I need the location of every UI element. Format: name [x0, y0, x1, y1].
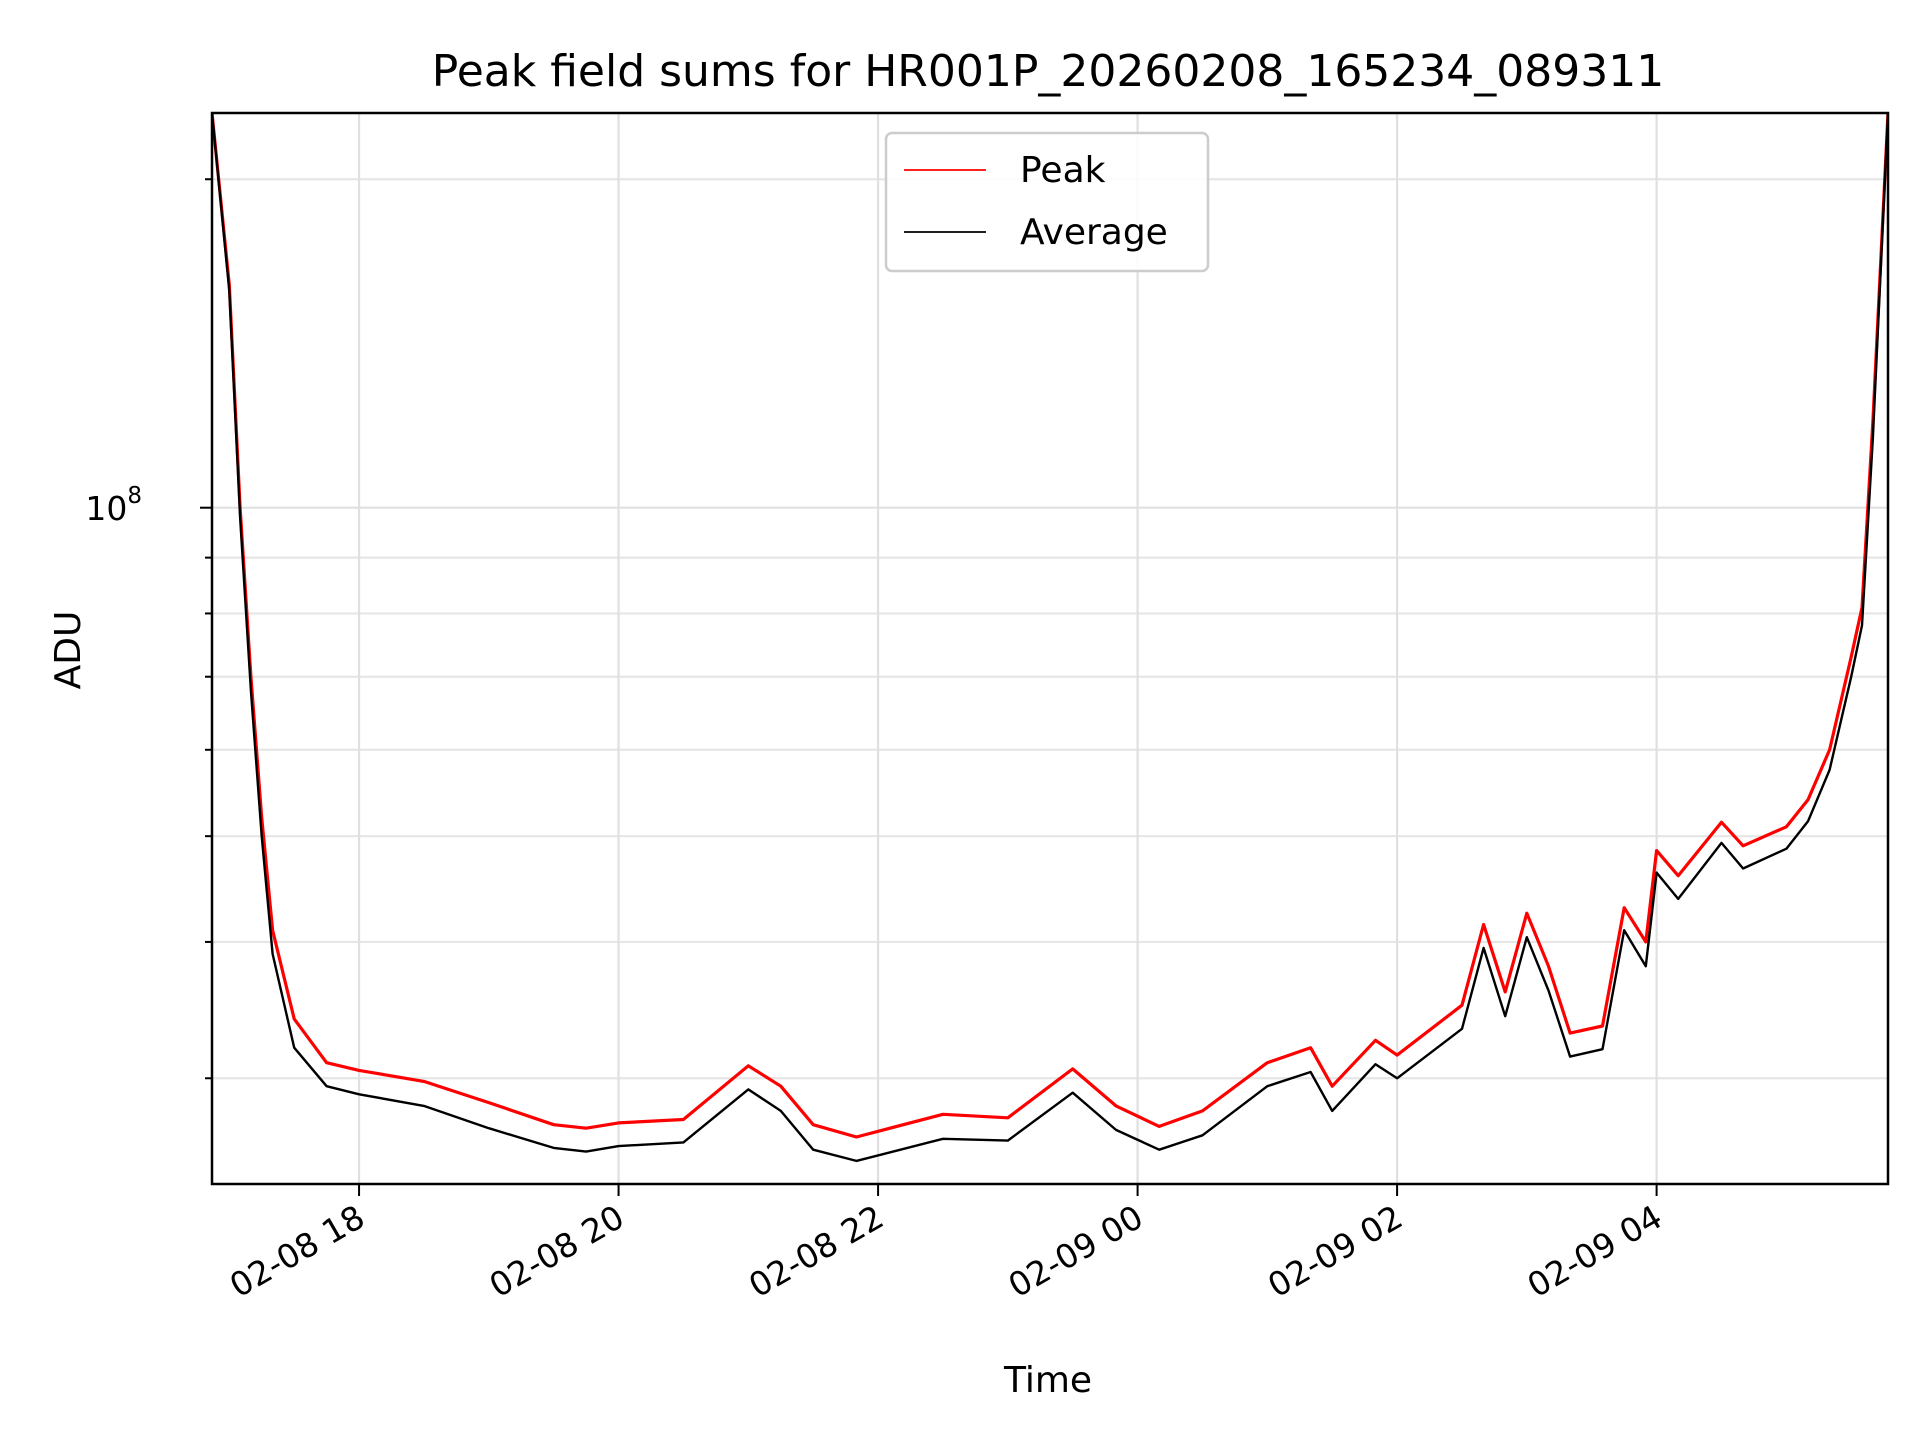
y-tick-label-1e8: 108: [85, 483, 142, 528]
chart-title: Peak field sums for HR001P_20260208_1652…: [432, 46, 1665, 97]
legend-label-peak: Peak: [1020, 150, 1106, 191]
y-tick-base: 10: [85, 489, 127, 528]
legend-box: [884, 131, 1210, 273]
y-tick-exponent: 8: [127, 483, 142, 509]
x-axis-label: Time: [1003, 1360, 1092, 1401]
legend: Peak Average: [884, 131, 1210, 273]
series-layer: [212, 113, 1888, 1163]
legend-label-average: Average: [1020, 212, 1168, 253]
grid: [212, 113, 1888, 1184]
series-line-peak: [212, 113, 1888, 1139]
series-line-average: [212, 113, 1888, 1163]
plot-frame: [210, 111, 1890, 1186]
y-axis: 108: [85, 178, 212, 1080]
y-axis-label: ADU: [48, 611, 89, 690]
